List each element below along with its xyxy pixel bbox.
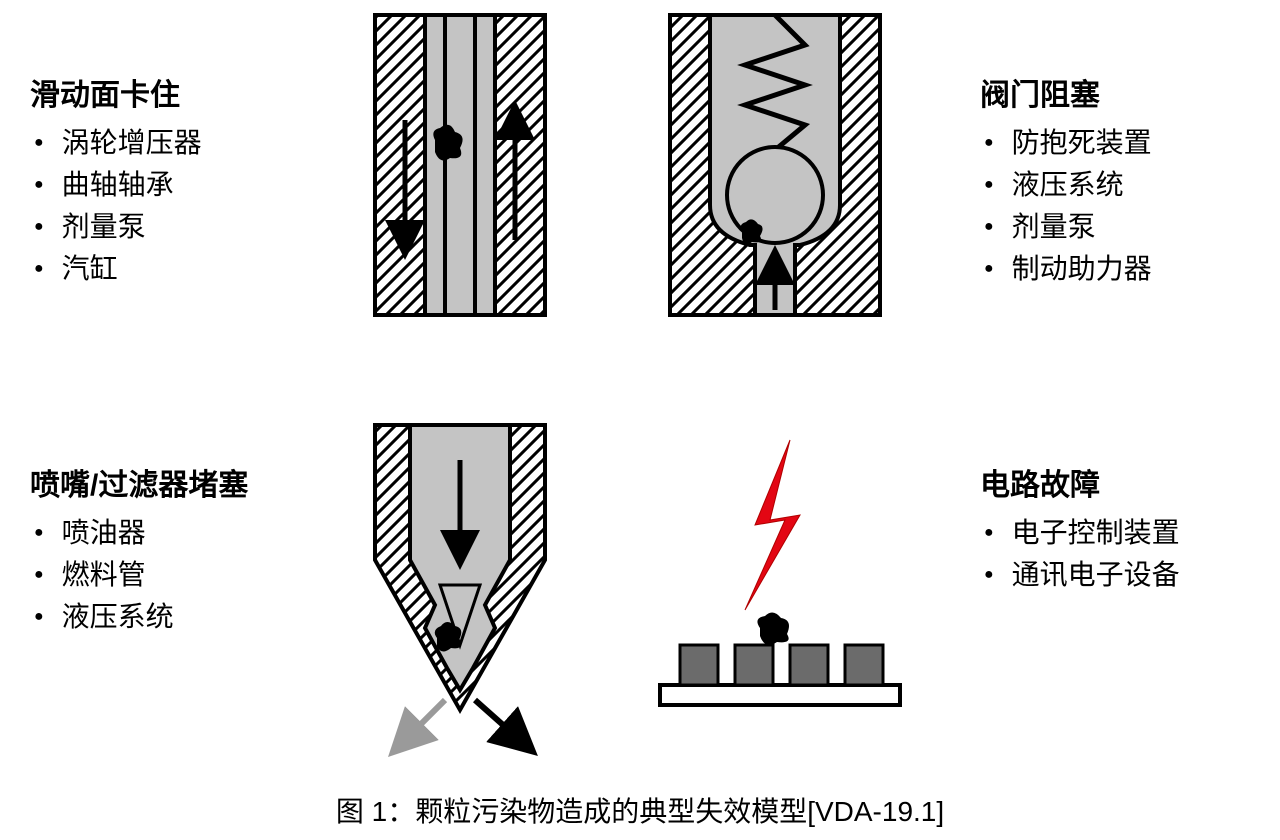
- list-item: 制动助力器: [980, 248, 1152, 290]
- list-item: 涡轮增压器: [30, 122, 202, 164]
- section-title: 阀门阻塞: [980, 70, 1152, 114]
- section-nozzle-block: 喷嘴/过滤器堵塞 喷油器 燃料管 液压系统: [30, 460, 248, 638]
- section-items: 喷油器 燃料管 液压系统: [30, 512, 248, 638]
- list-item: 防抱死装置: [980, 122, 1152, 164]
- list-item: 汽缸: [30, 248, 202, 290]
- section-items: 涡轮增压器 曲轴轴承 剂量泵 汽缸: [30, 122, 202, 290]
- list-item: 通讯电子设备: [980, 554, 1180, 596]
- section-title: 喷嘴/过滤器堵塞: [30, 460, 248, 504]
- section-valve-block: 阀门阻塞 防抱死装置 液压系统 剂量泵 制动助力器: [980, 70, 1152, 290]
- section-items: 防抱死装置 液压系统 剂量泵 制动助力器: [980, 122, 1152, 290]
- section-title: 滑动面卡住: [30, 70, 202, 114]
- list-item: 电子控制装置: [980, 512, 1180, 554]
- diagram-sliding-jam: [355, 10, 565, 320]
- list-item: 液压系统: [30, 596, 248, 638]
- section-sliding-jam: 滑动面卡住 涡轮增压器 曲轴轴承 剂量泵 汽缸: [30, 70, 202, 290]
- diagram-nozzle-block: [345, 420, 575, 760]
- section-circuit-fault: 电路故障 电子控制装置 通讯电子设备: [980, 460, 1180, 596]
- figure-caption: 图 1：颗粒污染物造成的典型失效模型[VDA-19.1]: [0, 790, 1280, 830]
- list-item: 曲轴轴承: [30, 164, 202, 206]
- list-item: 液压系统: [980, 164, 1152, 206]
- diagram-circuit-fault: [645, 430, 915, 740]
- list-item: 剂量泵: [980, 206, 1152, 248]
- list-item: 喷油器: [30, 512, 248, 554]
- section-items: 电子控制装置 通讯电子设备: [980, 512, 1180, 596]
- section-title: 电路故障: [980, 460, 1180, 504]
- list-item: 燃料管: [30, 554, 248, 596]
- list-item: 剂量泵: [30, 206, 202, 248]
- diagram-valve-block: [660, 10, 890, 320]
